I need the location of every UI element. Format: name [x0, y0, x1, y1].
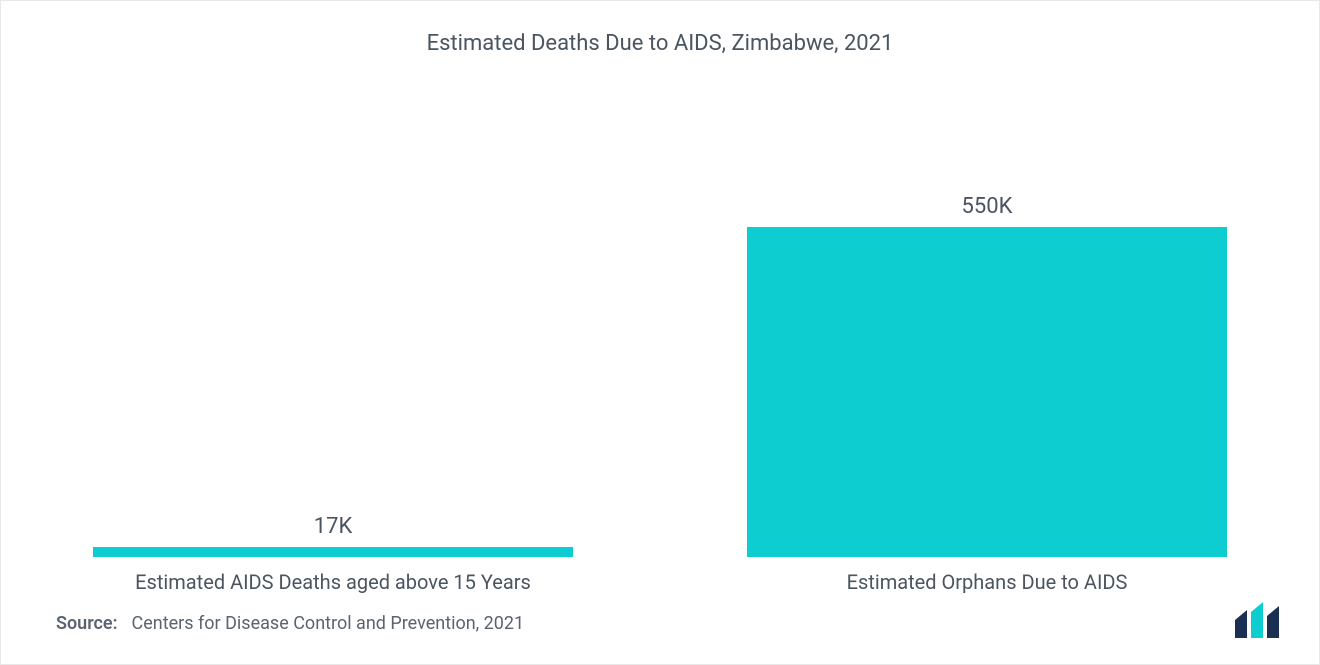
source-label: Source:: [56, 613, 118, 634]
plot-area: 17K Estimated AIDS Deaths aged above 15 …: [56, 76, 1264, 595]
bar-value-1: 550K: [962, 194, 1013, 219]
bar-1: [747, 227, 1227, 557]
bar-value-0: 17K: [314, 514, 353, 539]
bar-0: [93, 547, 573, 557]
bar-group-1: 550K Estimated Orphans Due to AIDS: [747, 194, 1227, 595]
logo-slash-3: [1267, 606, 1279, 638]
source-text: Centers for Disease Control and Preventi…: [132, 613, 525, 634]
bar-label-1: Estimated Orphans Due to AIDS: [847, 569, 1128, 595]
logo-slash-1: [1235, 610, 1247, 638]
bar-label-0: Estimated AIDS Deaths aged above 15 Year…: [135, 569, 531, 595]
bar-group-0: 17K Estimated AIDS Deaths aged above 15 …: [93, 514, 573, 595]
logo-slash-2: [1251, 602, 1263, 638]
chart-title: Estimated Deaths Due to AIDS, Zimbabwe, …: [56, 31, 1264, 56]
source-row: Source: Centers for Disease Control and …: [56, 613, 1264, 634]
mordor-logo-icon: [1233, 602, 1289, 640]
chart-container: Estimated Deaths Due to AIDS, Zimbabwe, …: [0, 0, 1320, 665]
